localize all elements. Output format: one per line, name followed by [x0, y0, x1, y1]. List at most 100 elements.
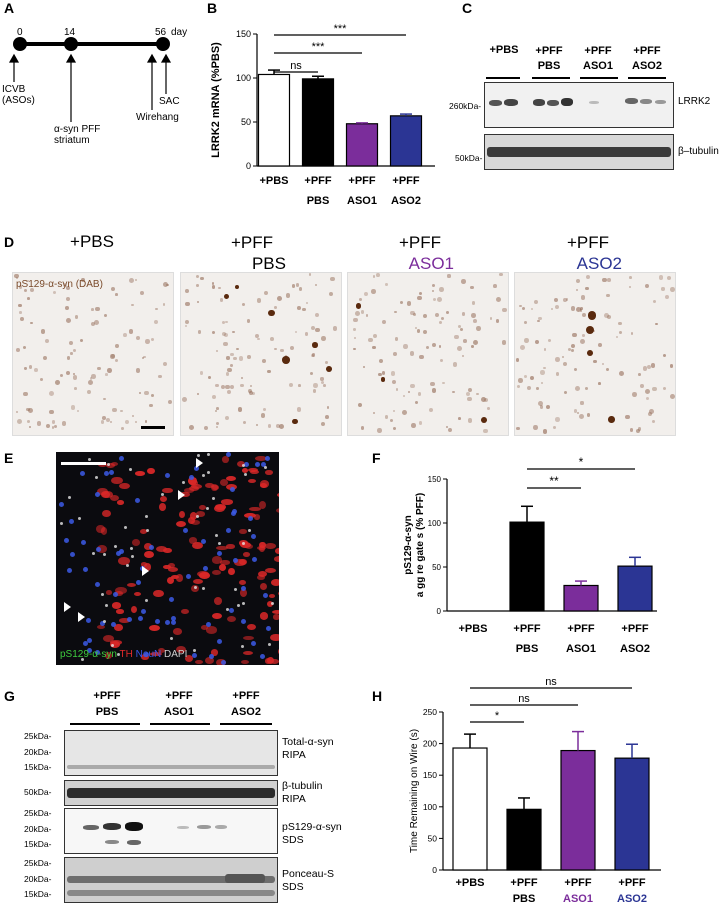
day-label: day	[171, 27, 188, 38]
cell-nucleus	[215, 421, 220, 425]
neun-nucleus	[144, 652, 150, 658]
cell-nucleus	[332, 326, 338, 332]
cell-nucleus	[542, 366, 546, 370]
th-neuron	[195, 511, 205, 517]
cell-nucleus	[607, 278, 611, 282]
neun-nucleus	[111, 622, 117, 628]
th-neuron	[115, 587, 127, 594]
cell-nucleus	[93, 320, 99, 325]
neun-nucleus	[165, 619, 171, 625]
cell-nucleus	[471, 345, 475, 349]
cell-nucleus	[581, 333, 585, 337]
cell-nucleus	[585, 386, 589, 391]
th-neuron	[244, 512, 256, 518]
th-neuron	[220, 560, 230, 566]
cell-nucleus	[230, 364, 233, 367]
th-neuron	[110, 461, 119, 467]
c-band-tubulin: β–tubulin	[678, 146, 719, 157]
cell-nucleus	[226, 390, 231, 395]
cell-nucleus	[615, 336, 618, 339]
th-neuron	[227, 568, 235, 576]
th-neuron	[198, 504, 207, 511]
cell-nucleus	[197, 330, 201, 334]
th-neuron	[265, 542, 276, 549]
inclusion	[234, 284, 240, 290]
cell-nucleus	[61, 421, 67, 426]
cell-nucleus	[416, 295, 422, 301]
cell-nucleus	[15, 348, 20, 352]
category-label: +PFF	[618, 877, 645, 889]
cell-nucleus	[288, 383, 293, 388]
y-tick-label: 50	[432, 563, 441, 572]
dapi-nucleus	[100, 592, 104, 596]
cell-nucleus	[134, 420, 138, 424]
th-neuron	[144, 551, 155, 559]
cell-nucleus	[236, 347, 239, 350]
cell-nucleus	[75, 315, 79, 319]
cell-nucleus	[555, 357, 560, 362]
cell-nucleus	[76, 409, 79, 413]
cell-nucleus	[182, 397, 187, 402]
c-group-pff-pbs: +PFF PBS	[535, 45, 563, 72]
neun-nucleus	[255, 461, 261, 467]
cell-nucleus	[442, 381, 445, 385]
cell-nucleus	[476, 393, 479, 396]
category-label: ASO1	[563, 893, 593, 905]
cell-nucleus	[18, 285, 23, 289]
cell-nucleus	[296, 305, 301, 310]
cell-nucleus	[394, 337, 399, 341]
timeline-node-56	[156, 37, 170, 51]
cell-nucleus	[360, 309, 365, 314]
cell-nucleus	[580, 338, 585, 344]
th-neuron	[219, 564, 227, 571]
cell-nucleus	[238, 356, 243, 361]
th-neuron	[166, 576, 174, 584]
neun-nucleus	[182, 527, 188, 533]
cell-nucleus	[62, 283, 67, 288]
th-neuron	[212, 569, 222, 575]
cell-nucleus	[607, 314, 612, 319]
th-neuron	[233, 558, 246, 567]
c-group-pff-aso1: +PFF ASO1	[583, 45, 613, 72]
y-tick-label: 200	[423, 739, 437, 749]
cell-nucleus	[273, 306, 277, 309]
cell-nucleus	[392, 409, 396, 412]
micrograph-pff-aso2	[514, 272, 676, 436]
cell-nucleus	[495, 296, 501, 302]
cell-nucleus	[395, 388, 399, 391]
cell-nucleus	[211, 282, 214, 285]
cell-nucleus	[89, 377, 93, 381]
cell-nucleus	[646, 364, 652, 370]
category-label: PBS	[516, 643, 539, 655]
cell-nucleus	[605, 293, 610, 298]
cell-nucleus	[26, 297, 30, 301]
th-neuron	[188, 485, 199, 492]
cell-nucleus	[635, 429, 640, 434]
cell-nucleus	[502, 307, 507, 312]
cell-nucleus	[44, 338, 49, 344]
cell-nucleus	[538, 401, 544, 407]
th-neuron	[168, 566, 178, 572]
timepoint-56: 56	[155, 27, 167, 38]
cell-nucleus	[15, 410, 19, 413]
neun-nucleus	[200, 539, 206, 545]
cell-nucleus	[372, 345, 376, 350]
category-label: +PFF	[510, 877, 537, 889]
th-neuron	[194, 659, 203, 665]
th-neuron	[162, 487, 173, 494]
th-neuron	[111, 476, 123, 485]
th-neuron	[204, 657, 214, 665]
th-neuron	[188, 537, 198, 544]
dapi-nucleus	[202, 474, 206, 478]
cell-nucleus	[216, 349, 219, 352]
cell-nucleus	[463, 338, 467, 343]
cell-nucleus	[305, 301, 309, 305]
cell-nucleus	[310, 372, 314, 376]
cell-nucleus	[144, 420, 148, 424]
cell-nucleus	[312, 389, 317, 393]
cell-nucleus	[669, 364, 674, 368]
cell-nucleus	[320, 377, 324, 381]
th-neuron	[180, 608, 189, 615]
dapi-nucleus	[87, 457, 91, 461]
th-neuron	[268, 593, 276, 598]
